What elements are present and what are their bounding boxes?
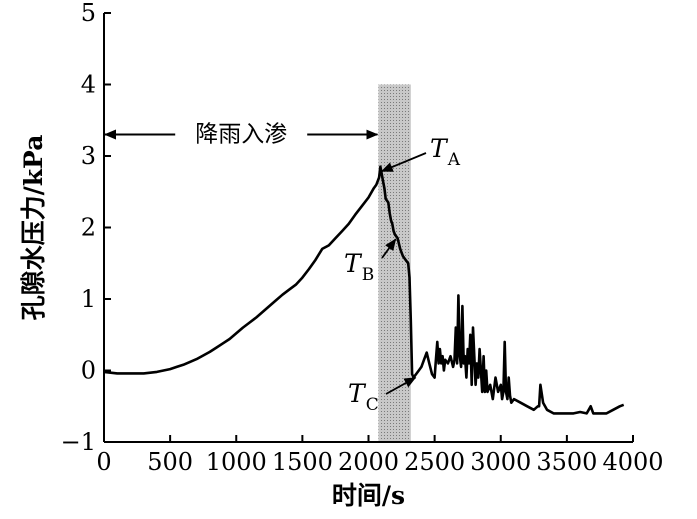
x-tick-label: 1500 [272, 448, 333, 476]
x-tick-label: 2000 [338, 448, 399, 476]
x-tick-label: 1000 [206, 448, 267, 476]
x-tick-label: 2500 [404, 448, 465, 476]
x-tick-label: 0 [96, 448, 111, 476]
axes [103, 13, 633, 443]
marker-label: TA [430, 134, 461, 170]
marker-label: TB [344, 249, 374, 285]
marker-t-c: TC [348, 376, 417, 415]
y-ticks: −1 0 1 2 3 4 5 [61, 0, 111, 456]
marker-subscript: B [362, 265, 375, 285]
marker-subscript: C [366, 395, 379, 415]
pore-pressure-series-line [103, 165, 625, 415]
rain-infiltration-label: 降雨入渗 [195, 122, 287, 148]
marker-t-a: TA [380, 134, 461, 173]
y-tick-label: 1 [81, 285, 96, 313]
y-tick-label: 5 [81, 0, 96, 27]
y-tick-label: 2 [81, 214, 96, 242]
x-tick-label: 500 [147, 448, 193, 476]
marker-arrow [381, 238, 397, 259]
marker-label: TC [348, 379, 379, 415]
y-axis-title: 孔隙水压力/kPa [19, 135, 48, 321]
marker-t-b: TB [344, 238, 397, 285]
x-tick-label: 3000 [470, 448, 531, 476]
marker-main-letter: T [344, 249, 363, 278]
marker-main-letter: T [430, 134, 449, 163]
rain-infiltration-annotation: 降雨入渗 [104, 122, 379, 148]
x-tick-label: 3500 [536, 448, 597, 476]
y-tick-label: 3 [81, 142, 96, 170]
y-tick-label: 0 [81, 357, 96, 385]
marker-arrow [385, 376, 417, 395]
marker-arrow [380, 152, 427, 173]
y-tick-label: −1 [61, 428, 96, 456]
x-ticks: 0 500 1000 1500 2000 2500 3000 3500 4000 [96, 435, 664, 476]
y-tick-label: 4 [81, 71, 96, 99]
marker-main-letter: T [348, 379, 367, 408]
x-axis-title: 时间/s [332, 481, 405, 510]
marker-subscript: A [447, 150, 461, 170]
x-tick-label: 4000 [602, 448, 663, 476]
